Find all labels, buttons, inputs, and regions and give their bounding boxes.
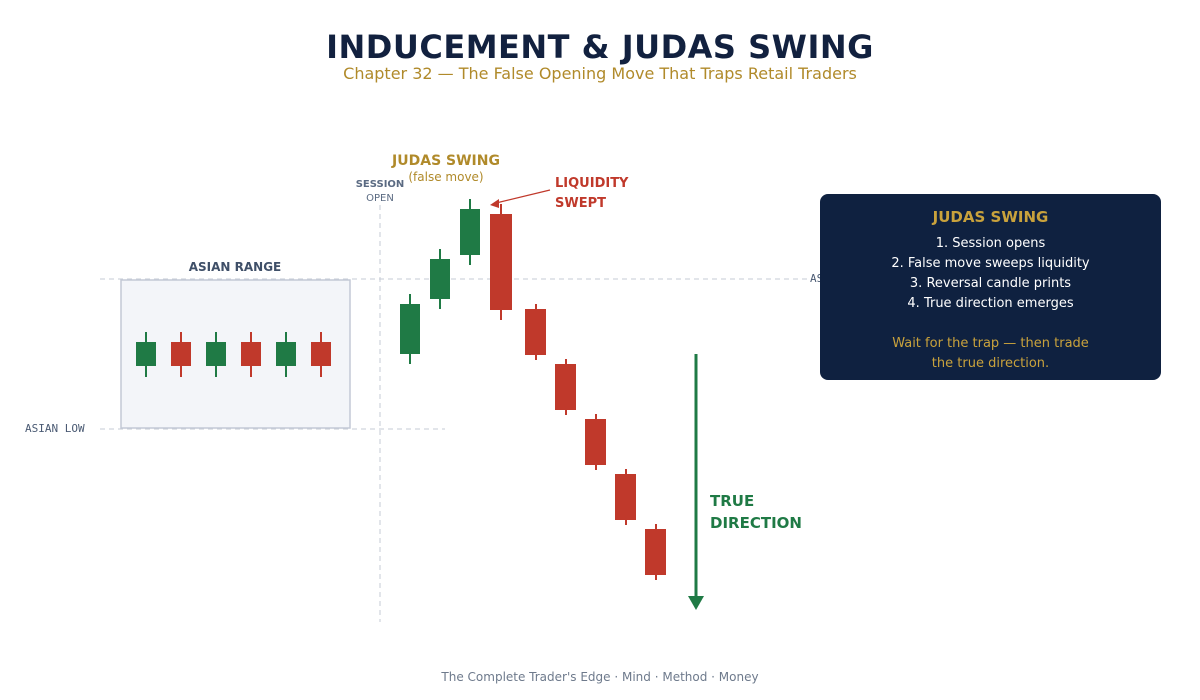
info-panel-title: JUDAS SWING	[932, 208, 1049, 226]
page-subtitle: Chapter 32 — The False Opening Move That…	[343, 64, 857, 83]
session-open-label-2: OPEN	[366, 193, 394, 204]
true-direction-arrow-head	[688, 596, 704, 610]
candle-bear	[615, 474, 636, 520]
info-note-line-1: Wait for the trap — then trade	[892, 336, 1089, 351]
asian-range-label: ASIAN RANGE	[189, 260, 282, 274]
info-panel: JUDAS SWING 1. Session opens 2. False mo…	[820, 194, 1161, 380]
info-note-line-2: the true direction.	[931, 356, 1050, 371]
candle-bull	[430, 259, 450, 299]
candle-bear	[645, 529, 666, 575]
reversal-candle	[490, 204, 512, 320]
true-direction-label-1: TRUE	[710, 492, 754, 510]
candle-bear	[241, 342, 261, 366]
true-direction-candles	[525, 304, 666, 580]
liquidity-swept-label-1: LIQUIDITY	[555, 176, 629, 191]
candle-bear	[311, 342, 331, 366]
info-step: 3. Reversal candle prints	[909, 276, 1072, 291]
session-open-label-1: SESSION	[356, 179, 405, 190]
info-step: 4. True direction emerges	[907, 296, 1074, 311]
candle-bear	[171, 342, 191, 366]
candle-bear	[585, 419, 606, 465]
judas-swing-label: JUDAS SWING	[391, 153, 500, 169]
candle-bull	[400, 304, 420, 354]
false-move-label: (false move)	[408, 170, 483, 184]
info-step: 2. False move sweeps liquidity	[891, 256, 1090, 271]
liquidity-swept-label-2: SWEPT	[555, 196, 606, 211]
true-direction-label-2: DIRECTION	[710, 514, 802, 532]
judas-swing-candles	[400, 199, 480, 364]
liquidity-arrow-head	[490, 199, 499, 208]
liquidity-arrow	[495, 189, 551, 204]
candle-bull	[460, 209, 480, 255]
candle-bear	[490, 214, 512, 310]
info-step: 1. Session opens	[935, 236, 1046, 251]
page-title: INDUCEMENT & JUDAS SWING	[326, 28, 874, 66]
asian-low-label: ASIAN LOW	[25, 422, 85, 435]
asian-high-label: AS	[810, 272, 823, 285]
candle-bear	[555, 364, 576, 410]
info-note: Wait for the trap — then trade the true …	[820, 334, 1161, 374]
candle-bull	[206, 342, 226, 366]
candle-bull	[276, 342, 296, 366]
asian-range-candles	[136, 332, 331, 377]
footer: The Complete Trader's Edge · Mind · Meth…	[441, 670, 759, 684]
candle-bull	[136, 342, 156, 366]
candle-bear	[525, 309, 546, 355]
